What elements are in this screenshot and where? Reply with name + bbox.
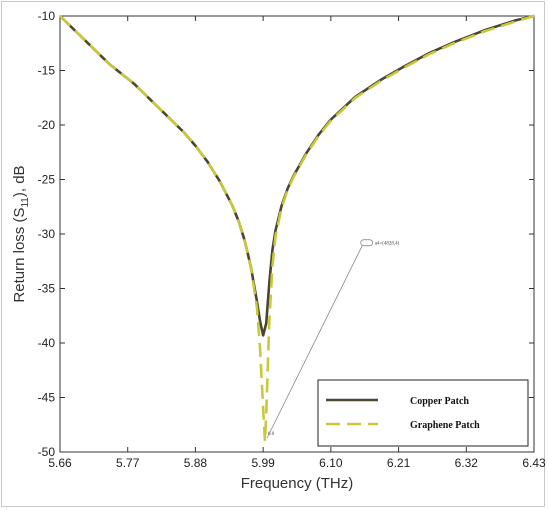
y-tick-label: -30 bbox=[38, 227, 56, 241]
annotation-point-label: 0.0 bbox=[268, 432, 275, 437]
x-tick-label: 6.32 bbox=[455, 456, 479, 470]
series-line-graphene bbox=[59, 14, 535, 443]
x-tick-label: 6.10 bbox=[319, 456, 343, 470]
y-tick-label: -50 bbox=[38, 445, 56, 459]
annotation-marker bbox=[360, 239, 374, 247]
x-tick-label: 5.99 bbox=[251, 456, 275, 470]
y-tick-label: -15 bbox=[38, 64, 56, 78]
series-layer bbox=[59, 14, 535, 443]
x-tick-label: 5.66 bbox=[48, 456, 72, 470]
y-axis-label-main: Return loss (S bbox=[11, 208, 28, 303]
y-tick-label: -40 bbox=[38, 336, 56, 350]
annotation-leader-line bbox=[266, 244, 364, 439]
y-axis-label-tail: ), dB bbox=[11, 165, 28, 197]
annotation-text: a4=(4828,4) bbox=[375, 242, 400, 247]
legend: Copper Patch Graphene Patch bbox=[317, 379, 529, 447]
x-tick-label: 6.43 bbox=[522, 456, 546, 470]
x-tick-label: 5.77 bbox=[116, 456, 140, 470]
y-tick-label: -35 bbox=[38, 282, 56, 296]
legend-box bbox=[317, 379, 529, 447]
x-axis: 5.66 5.77 5.88 5.99 6.10 6.21 6.32 6.43 bbox=[48, 16, 546, 470]
legend-label-copper: Copper Patch bbox=[410, 396, 469, 407]
y-tick-label: -45 bbox=[38, 391, 56, 405]
y-tick-label: -10 bbox=[38, 9, 56, 23]
y-tick-label: -20 bbox=[38, 118, 56, 132]
x-tick-label: 5.88 bbox=[184, 456, 208, 470]
x-axis-label: Frequency (THz) bbox=[241, 475, 354, 492]
x-tick-label: 6.21 bbox=[387, 456, 411, 470]
y-axis-label-subscript: 11 bbox=[20, 197, 31, 208]
y-tick-label: -25 bbox=[38, 173, 56, 187]
annotation: a4=(4828,4) 0.0 bbox=[266, 239, 400, 439]
legend-label-graphene: Graphene Patch bbox=[410, 420, 480, 431]
y-axis-label: Return loss (S11), dB bbox=[11, 165, 31, 302]
y-axis: -10 -15 -20 -25 -30 -35 -40 -45 -50 bbox=[38, 9, 534, 459]
